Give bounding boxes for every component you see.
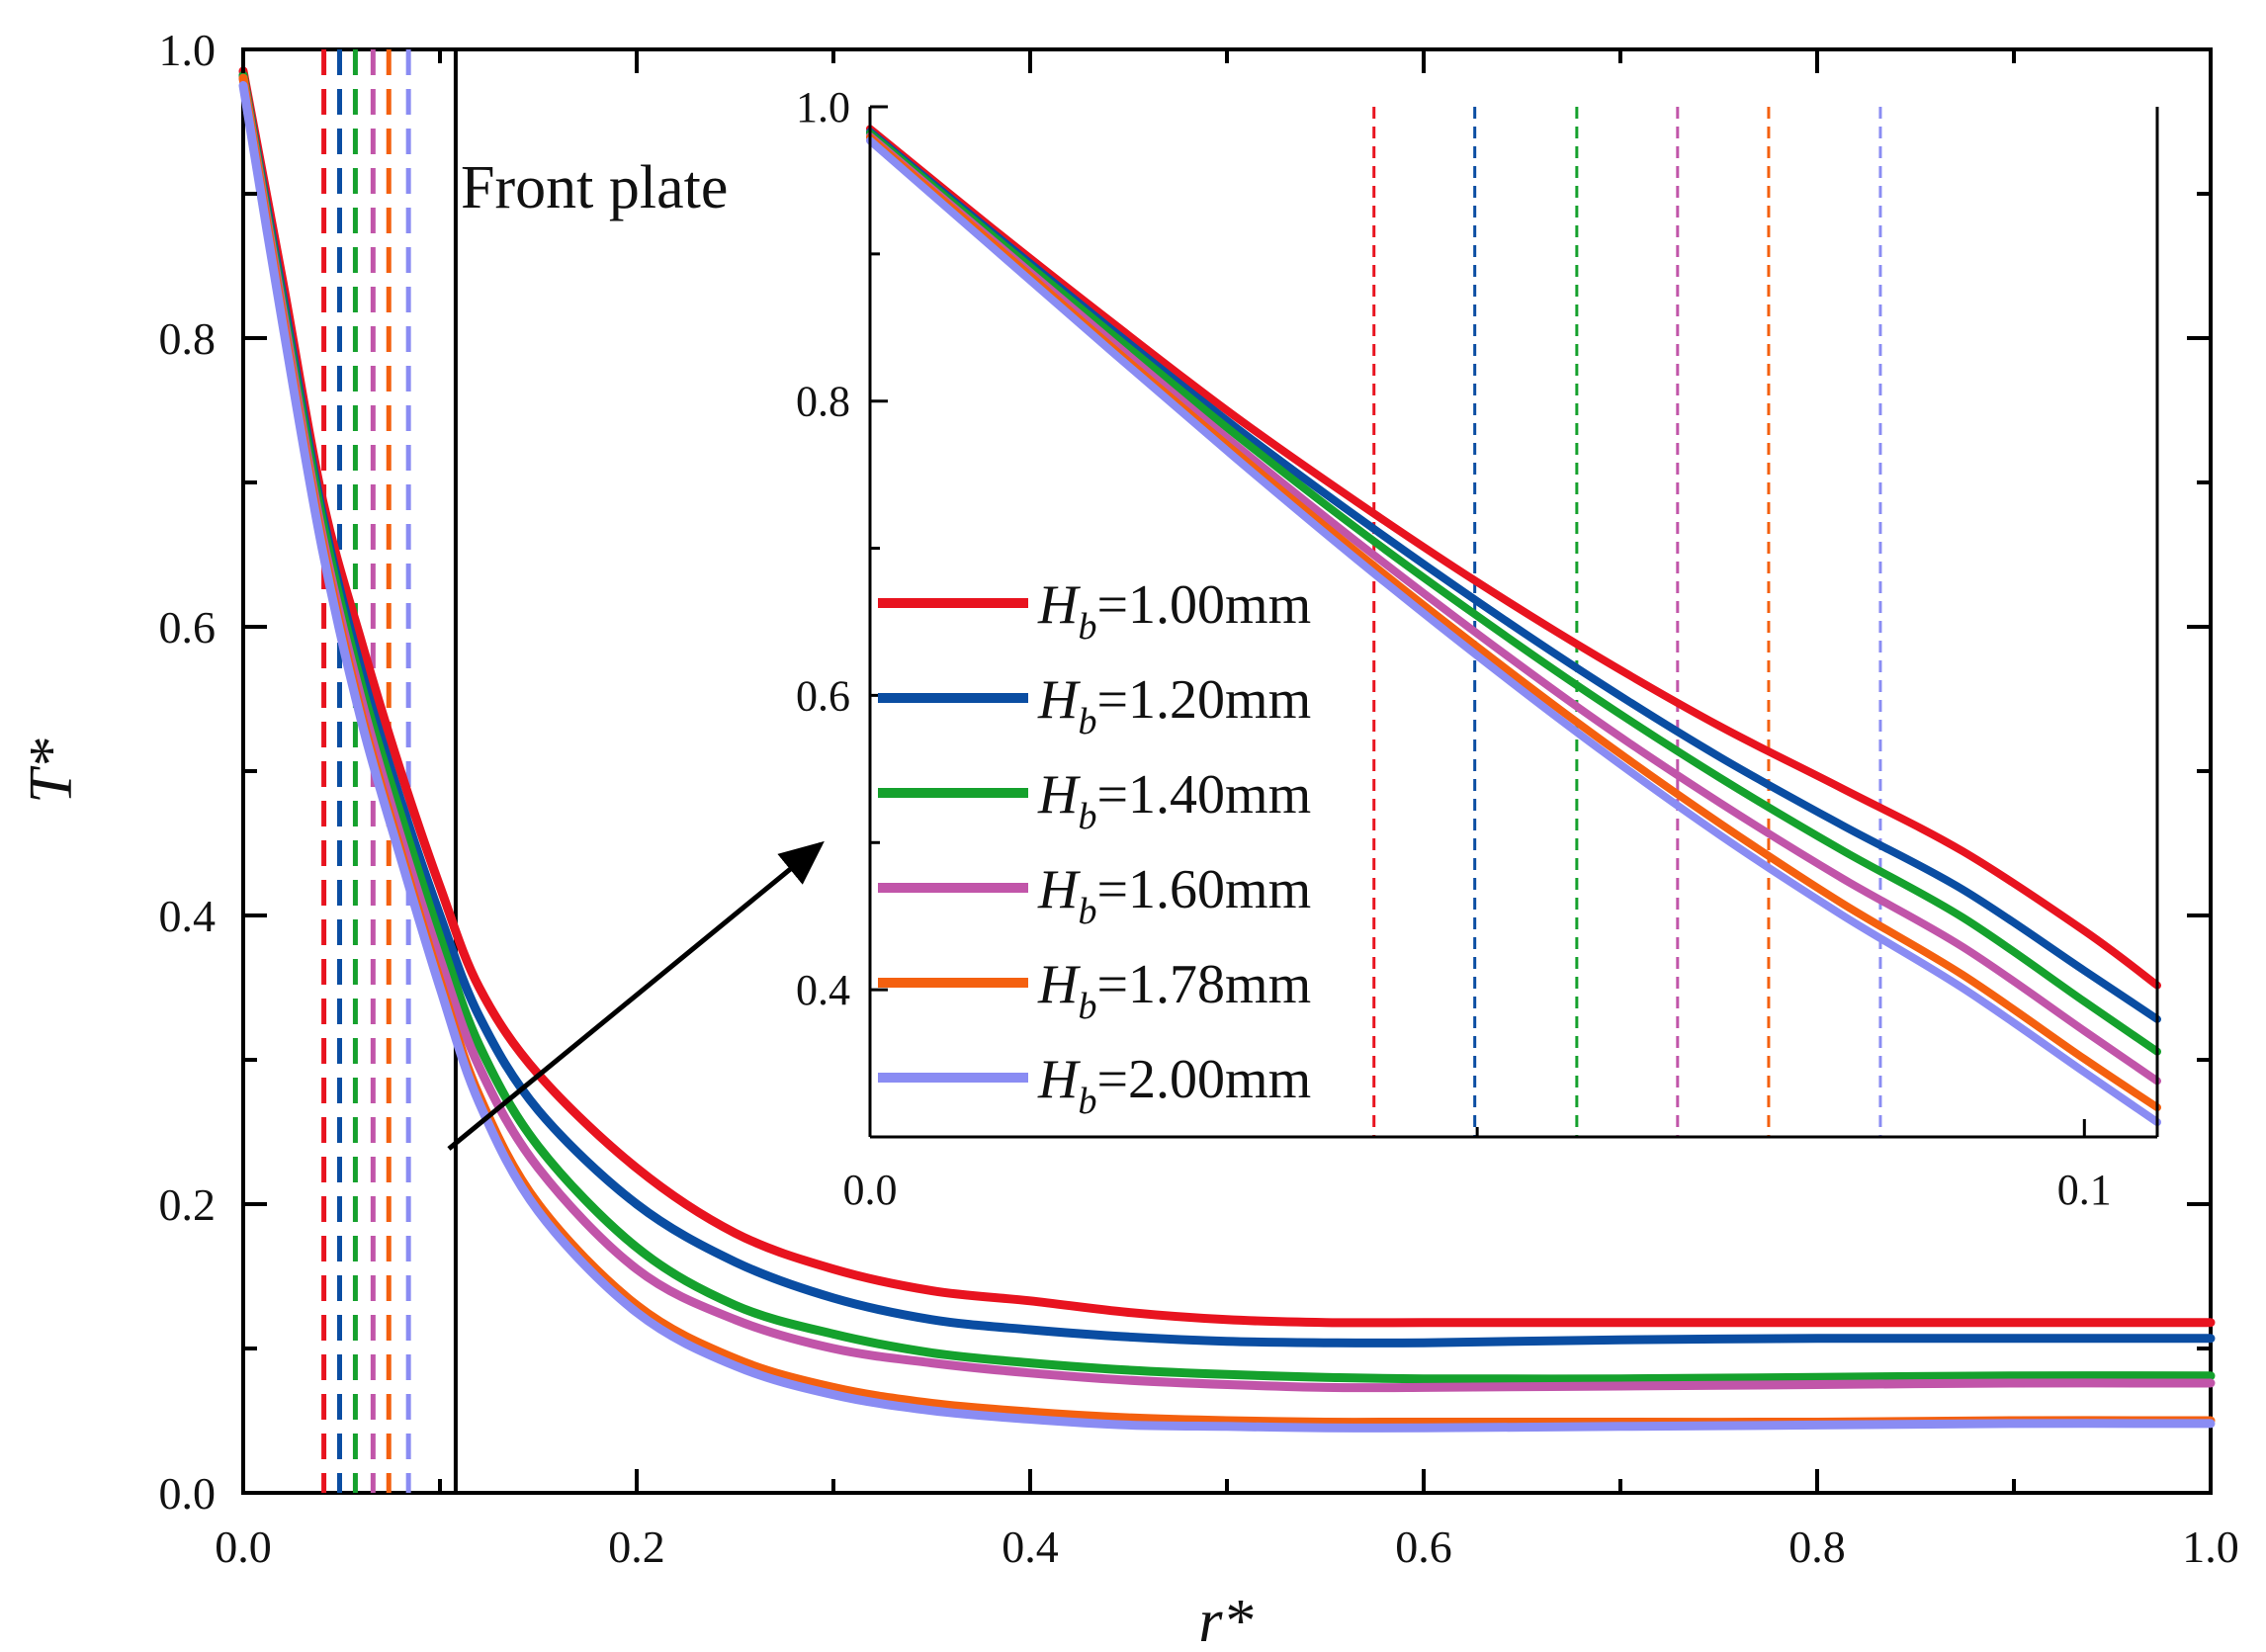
legend-label-sub: b <box>1078 1081 1096 1122</box>
legend-label-main: H <box>1037 859 1081 920</box>
legend-label-rest: =1.20mm <box>1096 669 1311 731</box>
main-y-tick-label: 0.0 <box>159 1468 217 1519</box>
legend-label-3: Hb=1.40mm <box>1037 764 1311 837</box>
legend-label-5: Hb=1.78mm <box>1037 954 1311 1027</box>
legend-label-sub: b <box>1078 796 1096 837</box>
inset-series-line-4 <box>866 131 2161 1086</box>
inset-boundary-lines <box>1372 107 1882 1137</box>
main-y-tick-label: 0.8 <box>159 313 217 364</box>
legend-label-main: H <box>1037 954 1081 1015</box>
zoom-arrow <box>447 840 825 1151</box>
main-x-tick-label: 0.8 <box>1788 1522 1846 1572</box>
main-x-tick-label: 0.2 <box>608 1522 665 1572</box>
inset-ticks: 0.4 0.6 0.8 1.0 0.0 0.1 <box>796 83 2112 1214</box>
inset-y-tick-label: 0.8 <box>796 378 850 426</box>
legend-label-1: Hb=1.00mm <box>1037 574 1311 648</box>
main-y-tick-label: 1.0 <box>159 25 217 75</box>
inset-x-tick-label: 0.0 <box>843 1166 898 1214</box>
main-y-tick-label: 0.6 <box>159 602 217 652</box>
main-y-tick-label: 0.4 <box>159 891 217 941</box>
inset-series-group <box>866 125 2161 1127</box>
legend-label-sub: b <box>1078 606 1096 648</box>
legend-label-main: H <box>1037 574 1081 636</box>
legend-label-6: Hb=2.00mm <box>1037 1049 1311 1122</box>
legend-label-main: H <box>1037 764 1081 826</box>
main-series-group <box>238 66 2216 1433</box>
inset-y-tick-label: 1.0 <box>796 83 850 131</box>
front-plate-annotation: Front plate <box>461 154 728 221</box>
legend-label-rest: =1.40mm <box>1096 764 1311 826</box>
main-x-tick-label: 1.0 <box>2182 1522 2239 1572</box>
legend-label-4: Hb=1.60mm <box>1037 859 1311 932</box>
legend: Hb=1.00mmHb=1.20mmHb=1.40mmHb=1.60mmHb=1… <box>878 574 1311 1122</box>
legend-label-rest: =1.00mm <box>1096 574 1311 636</box>
inset-series-line-1 <box>866 125 2161 990</box>
main-series-line-6 <box>238 81 2216 1433</box>
y-axis-title: T* <box>18 739 85 803</box>
inset-y-tick-label: 0.4 <box>796 966 850 1014</box>
legend-label-sub: b <box>1078 986 1096 1027</box>
main-series-line-1 <box>238 66 2216 1328</box>
inset-x-tick-label: 0.1 <box>2057 1166 2112 1214</box>
x-axis-title: r* <box>1198 1588 1253 1652</box>
legend-label-rest: =1.60mm <box>1096 859 1311 920</box>
inset-series-line-3 <box>866 129 2161 1056</box>
main-ticks: 0.0 0.2 0.4 0.6 0.8 1.0 0.0 0.2 0.4 0.6 0.8 1.0 <box>159 25 2239 1572</box>
main-x-tick-label: 0.4 <box>1002 1522 1059 1572</box>
inset-chart: 0.40.60.81.00.0 0.1 Hb=1.00mmHb=1.20mmHb=… <box>796 83 2161 1214</box>
main-y-tick-label: 0.2 <box>159 1179 217 1230</box>
legend-label-2: Hb=1.20mm <box>1037 669 1311 742</box>
inset-series-line-6 <box>866 136 2161 1127</box>
legend-label-rest: =1.78mm <box>1096 954 1311 1015</box>
main-x-tick-label: 0.0 <box>215 1522 272 1572</box>
legend-label-rest: =2.00mm <box>1096 1049 1311 1110</box>
legend-label-main: H <box>1037 1049 1081 1110</box>
legend-label-sub: b <box>1078 701 1096 742</box>
main-x-tick-label: 0.6 <box>1395 1522 1452 1572</box>
legend-label-main: H <box>1037 669 1081 731</box>
legend-label-sub: b <box>1078 891 1096 932</box>
inset-y-tick-label: 0.6 <box>796 671 850 720</box>
